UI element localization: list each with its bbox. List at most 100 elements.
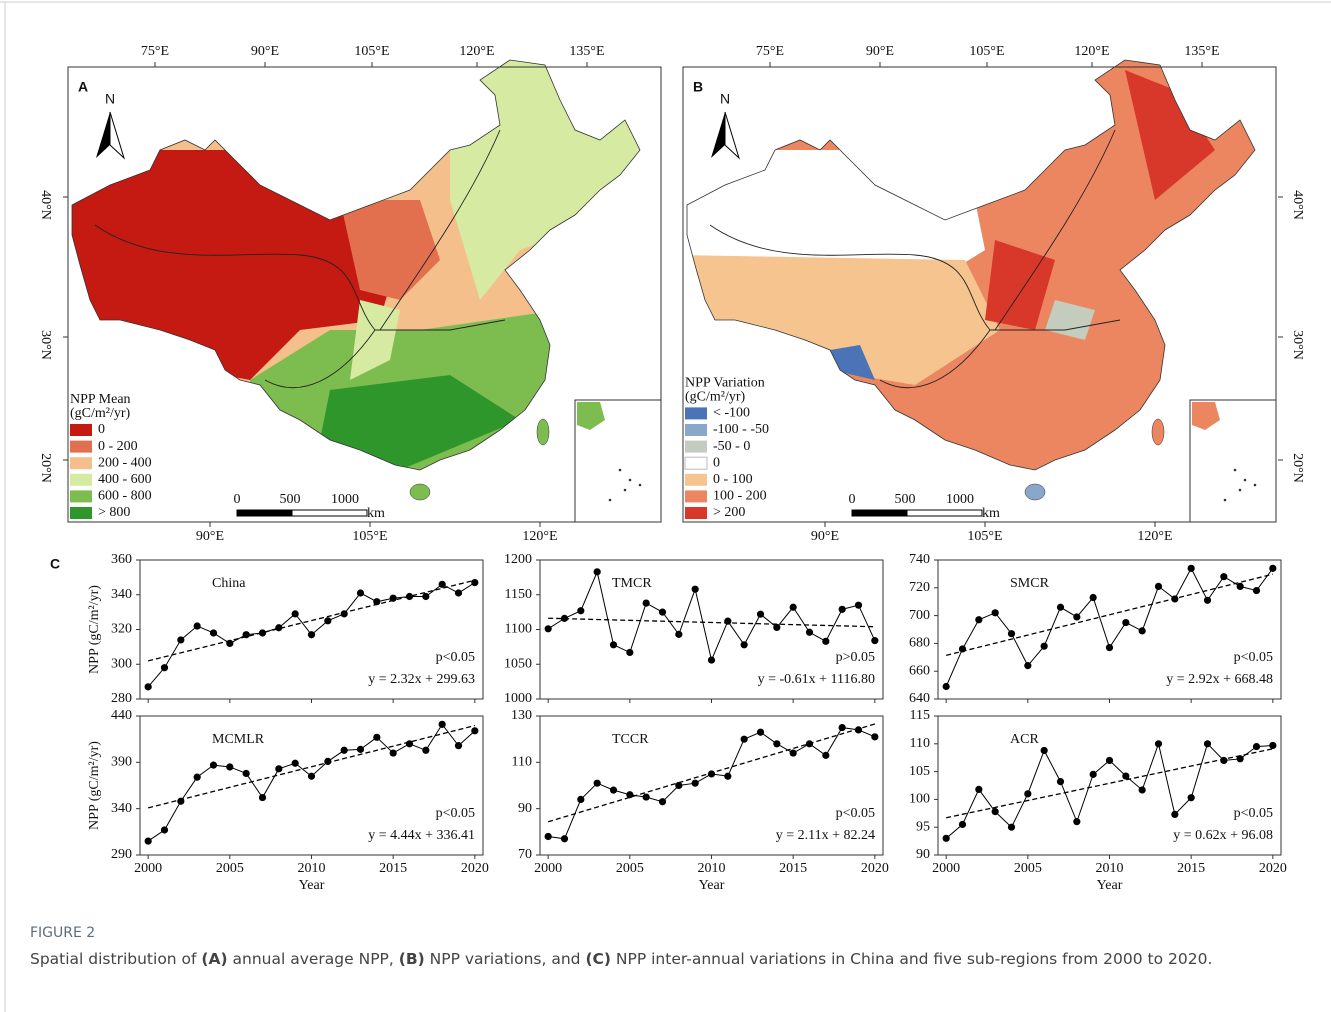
y-tick-label: 90	[518, 801, 532, 816]
legend-title: NPP Mean	[70, 392, 131, 407]
x-tick-label: 2015	[379, 861, 407, 876]
data-point	[992, 808, 999, 815]
data-point	[545, 625, 552, 632]
chart-title: TMCR	[612, 576, 652, 591]
y-tick-label: 700	[909, 608, 930, 623]
data-point	[161, 664, 168, 671]
data-point	[594, 780, 601, 787]
data-point	[1041, 747, 1048, 754]
data-point	[577, 607, 584, 614]
data-point	[422, 747, 429, 754]
data-point	[439, 581, 446, 588]
y-tick-label: 440	[111, 708, 132, 723]
scale-bar	[852, 510, 907, 516]
chart: 640660680700720740SMCRp<0.05y = 2.92x + …	[909, 552, 1281, 706]
chart-title: TCCR	[612, 732, 649, 747]
inset-island	[1224, 499, 1227, 502]
legend-swatch	[70, 490, 92, 502]
data-point	[455, 742, 462, 749]
scale-label: 1000	[946, 492, 974, 507]
data-point	[1204, 740, 1211, 747]
inset-island	[629, 479, 632, 482]
inset-island	[1244, 479, 1247, 482]
data-point	[439, 721, 446, 728]
data-point	[943, 683, 950, 690]
data-point	[455, 589, 462, 596]
data-point	[943, 835, 950, 842]
scale-label: 0	[234, 492, 241, 507]
scale-label: 1000	[331, 492, 359, 507]
data-point	[194, 622, 201, 629]
x-tick-label: 2015	[1177, 861, 1205, 876]
data-point	[561, 835, 568, 842]
data-point	[839, 606, 846, 613]
data-point	[643, 599, 650, 606]
data-point	[390, 749, 397, 756]
data-line	[946, 568, 1273, 686]
data-point	[161, 826, 168, 833]
legend-swatch	[685, 507, 707, 519]
y-tick-label: 100	[909, 792, 930, 807]
data-point	[308, 631, 315, 638]
y-tick-label: 360	[111, 552, 132, 567]
x-axis-label: Year	[299, 878, 325, 893]
data-point	[975, 616, 982, 623]
chart-title: SMCR	[1010, 576, 1050, 591]
inset-island	[624, 489, 627, 492]
longitude-label: 120°E	[1074, 44, 1109, 59]
north-label: N	[105, 91, 115, 107]
longitude-label: 120°E	[459, 44, 494, 59]
data-point	[992, 609, 999, 616]
data-point	[373, 734, 380, 741]
legend-label: > 200	[713, 505, 745, 520]
p-value: p<0.05	[436, 650, 475, 665]
data-point	[1155, 740, 1162, 747]
legend-label: 0	[713, 455, 720, 470]
data-point	[471, 727, 478, 734]
figure-label: FIGURE 2	[30, 925, 95, 941]
legend-swatch	[685, 441, 707, 453]
data-point	[259, 794, 266, 801]
legend-swatch	[70, 441, 92, 453]
legend-label: 100 - 200	[713, 489, 767, 504]
legend-swatch	[685, 407, 707, 419]
data-point	[855, 602, 862, 609]
y-tick-label: 290	[111, 847, 132, 862]
data-point	[1122, 619, 1129, 626]
y-tick-label: 280	[111, 691, 132, 706]
data-point	[806, 629, 813, 636]
scale-label: 0	[849, 492, 856, 507]
data-point	[741, 736, 748, 743]
data-point	[1253, 743, 1260, 750]
data-point	[626, 791, 633, 798]
data-point	[708, 770, 715, 777]
data-line	[148, 724, 475, 841]
longitude-label: 75°E	[141, 44, 169, 59]
legend-swatch	[70, 457, 92, 469]
data-point	[1204, 597, 1211, 604]
north-arrow	[110, 112, 124, 158]
caption: Spatial distribution of (A) annual avera…	[30, 948, 1275, 970]
data-point	[959, 821, 966, 828]
x-axis-label: Year	[1097, 878, 1123, 893]
data-point	[822, 638, 829, 645]
data-point	[1008, 630, 1015, 637]
data-point	[577, 796, 584, 803]
legend-swatch	[685, 490, 707, 502]
y-tick-label: 660	[909, 663, 930, 678]
y-tick-label: 340	[111, 801, 132, 816]
north-arrow	[96, 112, 110, 158]
y-tick-label: 740	[909, 552, 930, 567]
longitude-label: 90°E	[251, 44, 279, 59]
legend-swatch	[685, 474, 707, 486]
equation: y = 2.92x + 668.48	[1166, 672, 1273, 687]
y-tick-label: 1000	[504, 691, 532, 706]
data-line	[548, 572, 875, 660]
p-value: p<0.05	[1234, 806, 1273, 821]
y-tick-label: 340	[111, 587, 132, 602]
data-point	[471, 579, 478, 586]
longitude-label: 105°E	[352, 529, 387, 544]
data-point	[324, 617, 331, 624]
data-point	[1171, 811, 1178, 818]
data-point	[675, 631, 682, 638]
